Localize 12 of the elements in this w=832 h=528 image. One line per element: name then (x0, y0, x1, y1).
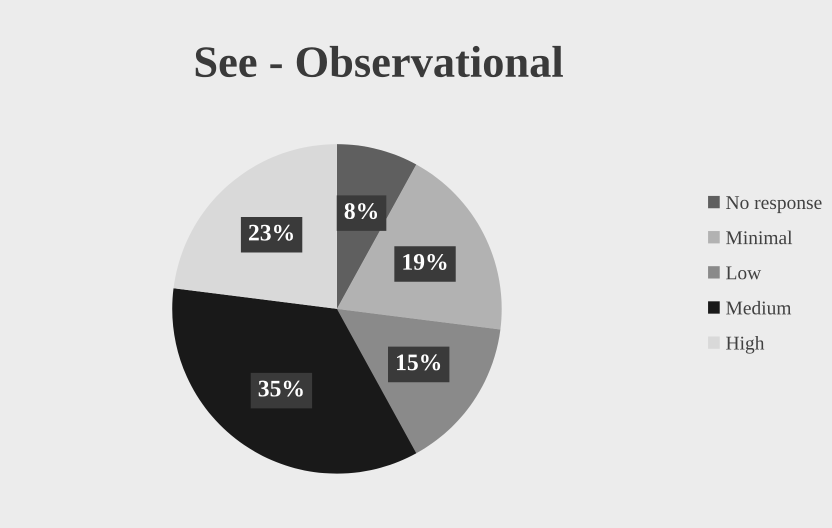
legend-label: Medium (726, 300, 792, 315)
chart-title: See - Observational (196, 46, 563, 78)
legend-label: Low (726, 266, 762, 280)
legend-label: Minimal (726, 230, 792, 244)
pie-slice (174, 144, 337, 309)
data-label: 23% (248, 224, 293, 241)
legend-label: No response (726, 196, 822, 214)
data-label: 19% (403, 254, 446, 270)
data-label: 15% (396, 354, 440, 370)
data-label: 8% (344, 203, 378, 220)
legend-label: High (726, 336, 764, 354)
data-label: 35% (258, 380, 303, 397)
